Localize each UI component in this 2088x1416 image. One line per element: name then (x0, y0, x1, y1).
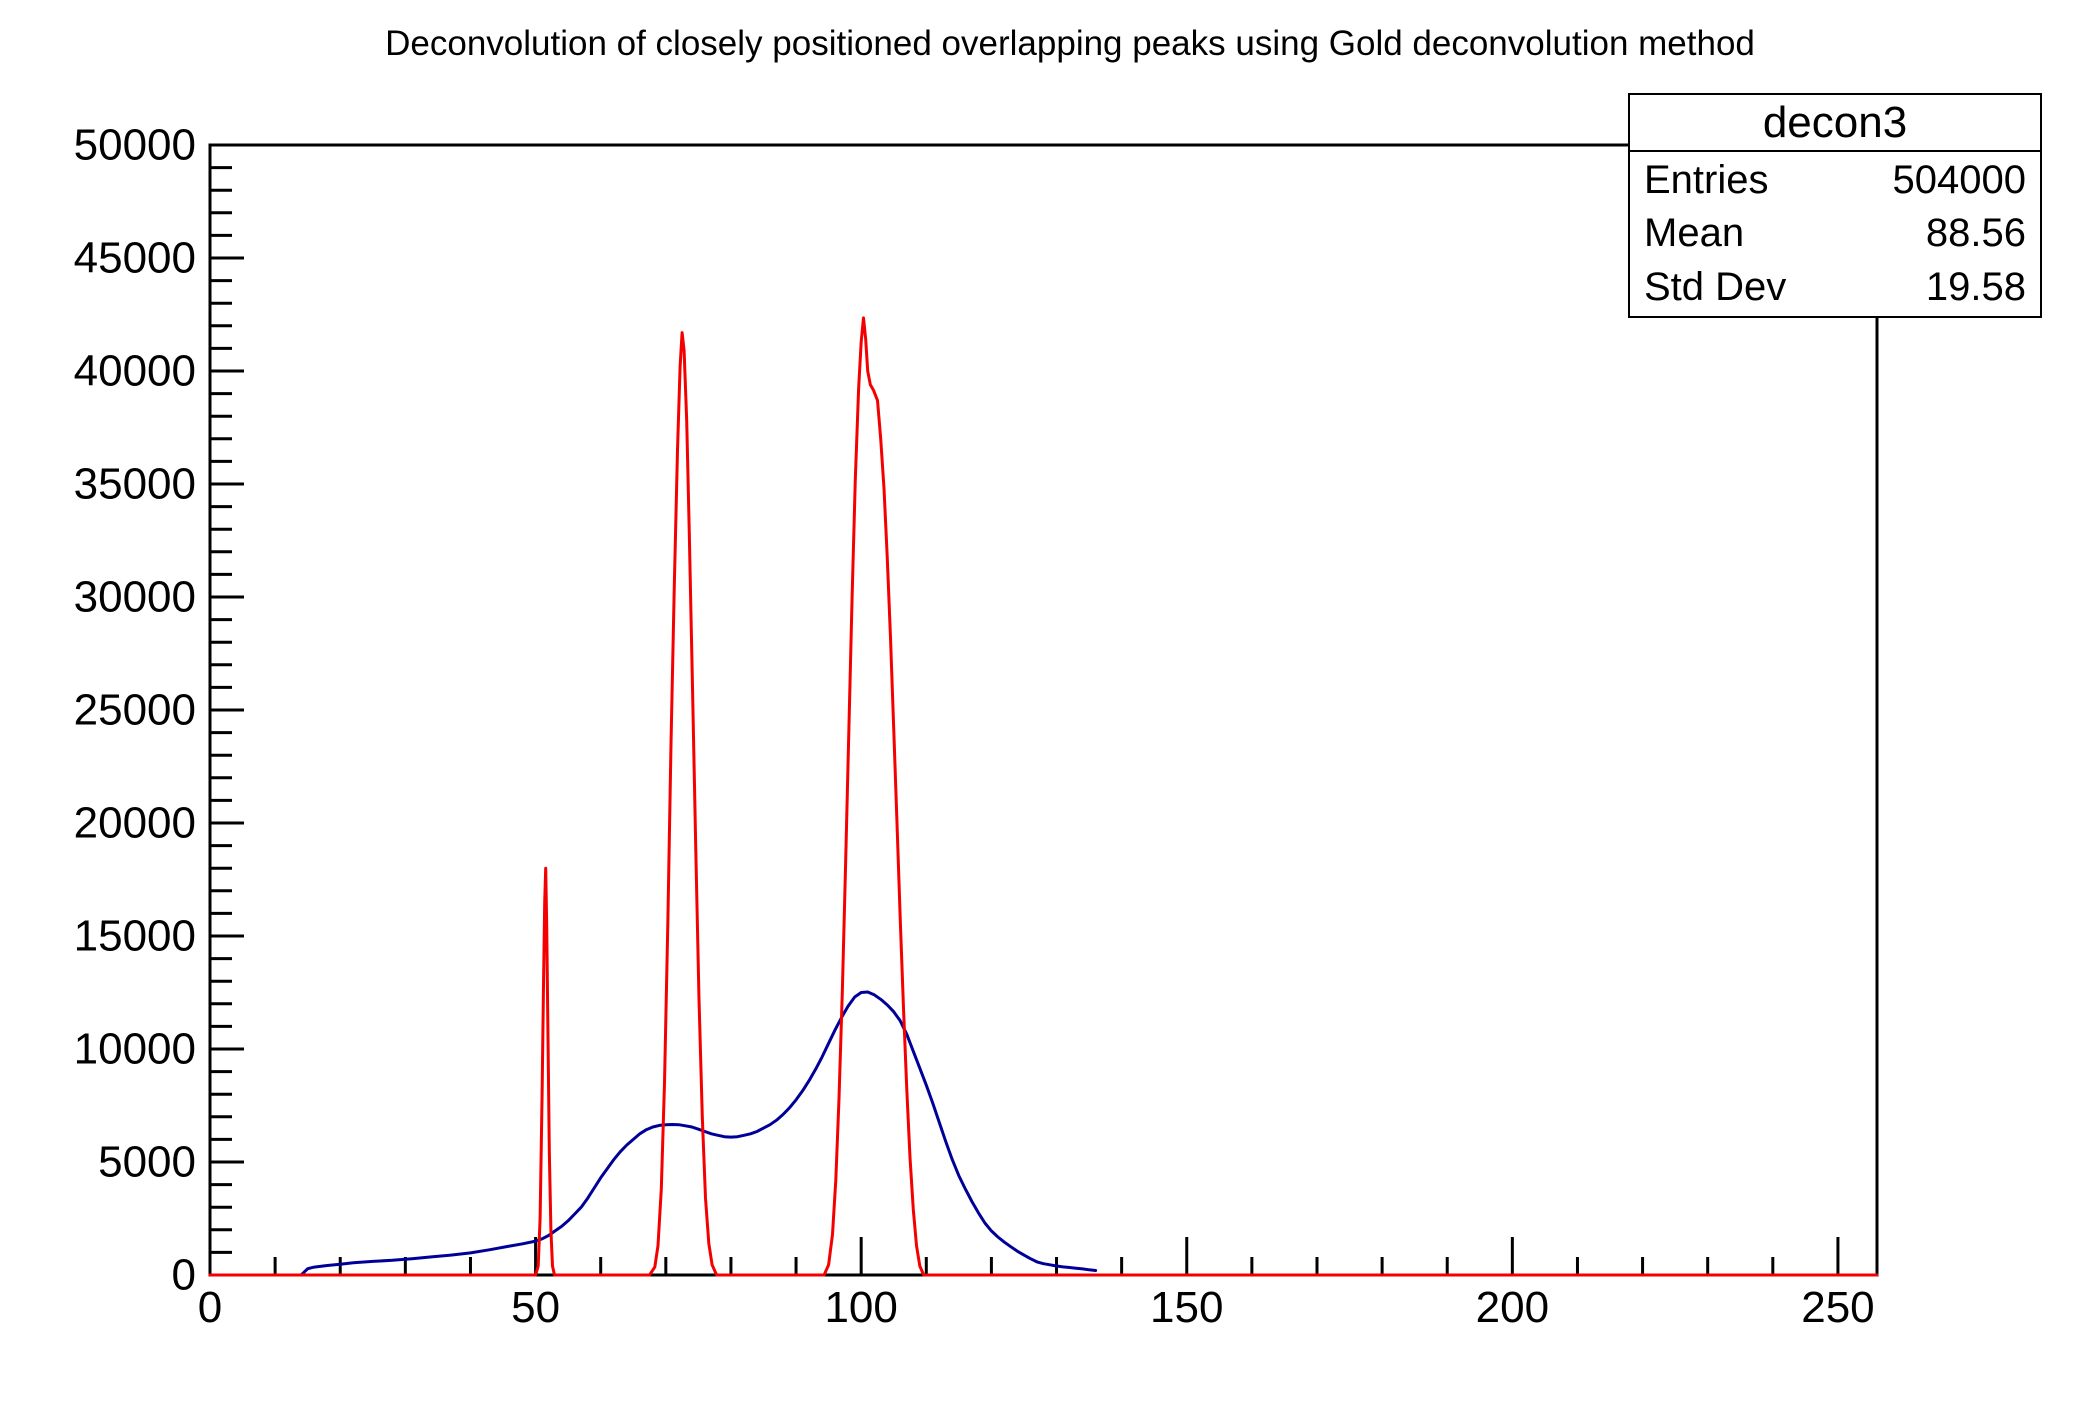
stats-row-value: 88.56 (1925, 211, 2026, 256)
stats-row-label: Std Dev (1644, 264, 1787, 309)
y-axis-tick-label: 45000 (74, 234, 196, 283)
x-axis-tick-label: 0 (198, 1283, 222, 1332)
y-axis-tick-label: 5000 (98, 1138, 196, 1187)
stats-row-value: 504000 (1892, 158, 2026, 203)
y-axis-tick-label: 30000 (74, 573, 196, 622)
x-axis-tick-label: 200 (1476, 1283, 1549, 1332)
stats-row-stddev: Std Dev 19.58 (1630, 261, 2040, 314)
stats-box-rows: Entries 504000 Mean 88.56 Std Dev 19.58 (1630, 152, 2040, 316)
stats-box-title: decon3 (1630, 95, 2040, 152)
chart-title: Deconvolution of closely positioned over… (385, 24, 1755, 63)
y-axis-tick-label: 50000 (74, 121, 196, 170)
y-axis-tick-label: 25000 (74, 686, 196, 735)
x-axis-tick-label: 250 (1801, 1283, 1874, 1332)
stats-row-mean: Mean 88.56 (1630, 207, 2040, 260)
series-line-decon3-deconvolved-spectrum (208, 316, 1879, 1277)
plot-frame (208, 143, 1879, 1277)
x-axis-tick-label: 100 (824, 1283, 897, 1332)
x-axis-tick-label: 50 (511, 1283, 560, 1332)
x-axis-tick-label: 150 (1150, 1283, 1223, 1332)
y-axis-tick-label: 35000 (74, 460, 196, 509)
y-axis-tick-label: 20000 (74, 799, 196, 848)
y-axis-tick-label: 10000 (74, 1025, 196, 1074)
stats-row-label: Mean (1644, 211, 1745, 256)
series-line-source-spectrum (299, 990, 1098, 1277)
y-axis-tick-label: 15000 (74, 912, 196, 961)
y-axis-tick-label: 40000 (74, 347, 196, 396)
stats-row-value: 19.58 (1925, 264, 2026, 309)
stats-row-entries: Entries 504000 (1630, 154, 2040, 207)
stats-box: decon3 Entries 504000 Mean 88.56 Std Dev… (1628, 93, 2042, 318)
y-axis-tick-label: 0 (172, 1251, 196, 1300)
stats-row-label: Entries (1644, 158, 1769, 203)
